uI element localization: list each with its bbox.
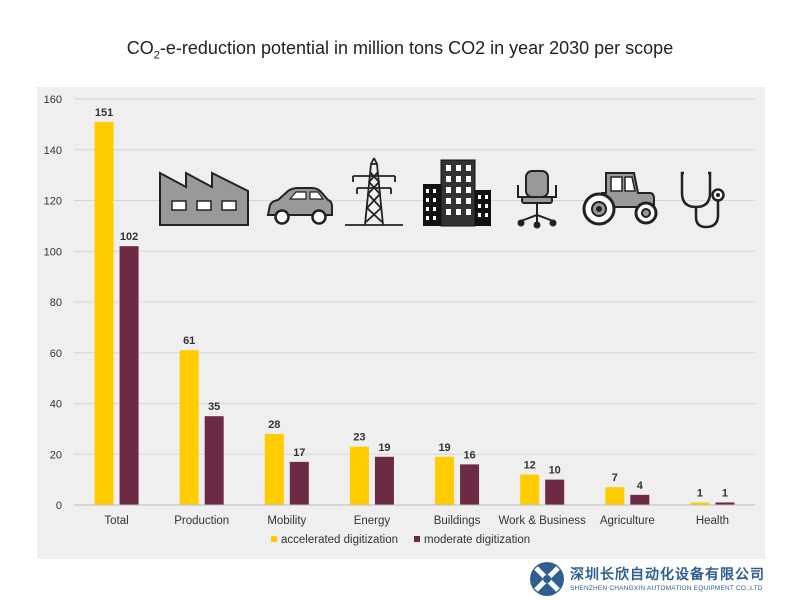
office-chair-icon [517,170,557,229]
data-label: 1 [697,487,703,499]
data-label: 19 [438,442,450,454]
y-tick-label: 80 [50,297,62,309]
bar [690,502,710,505]
bar [119,246,139,506]
y-tick-label: 140 [44,145,62,157]
x-tick-label: Health [696,515,729,527]
x-tick-label: Agriculture [600,515,655,527]
data-label: 151 [95,107,113,119]
y-tick-label: 60 [50,348,62,360]
watermark: 深圳长欣自动化设备有限公司 SHENZHEN CHANGXIN AUTOMATI… [524,558,800,600]
bar [460,464,480,505]
x-tick-label: Energy [354,515,391,527]
power-tower-icon [345,157,403,226]
chart-panel: 151 61 28 23 19 12 7 1 102 35 17 19 16 10 4 1 0 20 40 60 80… [37,87,765,559]
data-label: 10 [549,465,561,477]
bar-chart: 151 61 28 23 19 12 7 1 102 35 17 19 16 10 4 1 0 20 40 60 80… [44,94,755,546]
tractor-icon [582,172,658,226]
bar [435,456,455,505]
bar [630,494,650,505]
bar [289,461,309,505]
data-label: 102 [120,231,138,243]
bar [605,487,625,505]
y-tick-label: 100 [44,246,62,258]
x-tick-label: Buildings [434,515,481,527]
x-tick-label: Work & Business [499,515,587,527]
y-tick-label: 20 [50,449,62,461]
bar [179,350,199,505]
bar [520,474,540,505]
data-label: 35 [208,401,220,413]
data-label: 1 [722,487,728,499]
bar [715,502,735,505]
legend-swatch [271,536,277,542]
legend-label: accelerated digitization [281,534,398,546]
data-label: 28 [268,419,280,431]
y-tick-label: 40 [50,399,62,411]
data-label: 61 [183,335,195,347]
stethoscope-icon [680,171,725,229]
data-label: 4 [637,480,644,492]
y-tick-label: 120 [44,196,62,208]
buildings-icon [423,159,491,227]
bar [204,416,224,505]
bar [264,433,284,505]
bar [545,479,565,505]
company-logo-icon [530,562,564,596]
y-tick-label: 160 [44,94,62,106]
data-label: 19 [378,442,390,454]
y-tick-label: 0 [56,500,62,512]
x-tick-label: Mobility [267,515,306,527]
bar [374,456,394,505]
data-label: 23 [353,432,365,444]
legend-swatch [414,536,420,542]
chart-title: CO2-e-reduction potential in million ton… [126,38,674,62]
data-label: 12 [524,460,536,472]
data-label: 16 [463,449,475,461]
data-label: 17 [293,447,305,459]
watermark-company-name: 深圳长欣自动化设备有限公司 [570,567,765,583]
x-tick-label: Total [104,515,128,527]
data-label: 7 [612,472,618,484]
watermark-company-english: SHENZHEN CHANGXIN AUTOMATION EQUIPMENT C… [570,585,763,592]
legend-label: moderate digitization [424,534,530,546]
bar [349,446,369,505]
car-icon [266,187,333,225]
factory-icon [159,171,249,226]
x-tick-label: Production [174,515,229,527]
bar [94,121,114,506]
